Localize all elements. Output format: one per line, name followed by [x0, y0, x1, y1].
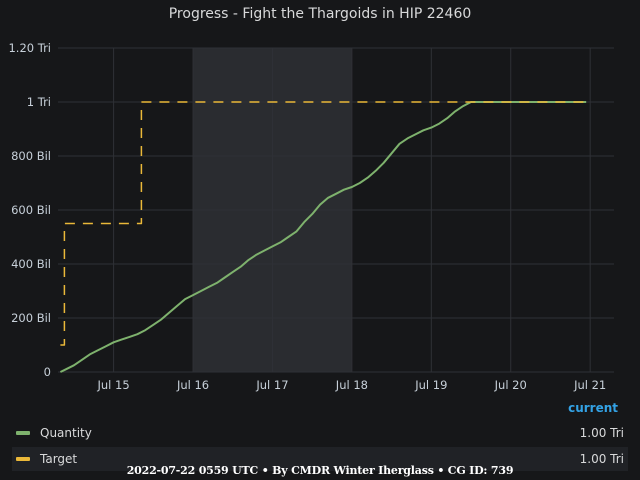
y-tick-label: 1.20 Tri [8, 41, 51, 55]
x-tick-label: Jul 21 [573, 378, 606, 392]
y-tick-label: 800 Bil [11, 149, 51, 163]
series-line-target [60, 101, 591, 346]
legend-swatch-quantity [16, 431, 30, 435]
series-line-quantity [59, 101, 587, 373]
y-tick-label: 400 Bil [11, 257, 51, 271]
chart-plot: 0 200 Bil 400 Bil 600 Bil 800 Bil 1 Tri 1.20 T… [8, 41, 614, 392]
y-tick-label: 200 Bil [11, 311, 51, 325]
y-tick-label: 600 Bil [11, 203, 51, 217]
legend-value-quantity: 1.00 Tri [579, 426, 624, 440]
legend-label-quantity: Quantity [40, 426, 92, 440]
x-tick-label: Jul 16 [176, 378, 209, 392]
chart-title: Progress - Fight the Thargoids in HIP 22… [168, 6, 472, 22]
legend-swatch-target [16, 457, 30, 461]
legend-label-target: Target [40, 452, 78, 466]
x-tick-label: Jul 19 [414, 378, 447, 392]
legend-item-target[interactable]: Target 1.00 Tri [12, 447, 628, 471]
x-tick-label: Jul 20 [494, 378, 527, 392]
footer-credit: 2022-07-22 0559 UTC • By CMDR Winter Ihe… [126, 464, 514, 477]
y-tick-label: 0 [44, 365, 51, 379]
x-tick-label: Jul 15 [97, 378, 130, 392]
legend-current-header[interactable]: current [568, 401, 618, 415]
x-tick-label: Jul 18 [335, 378, 368, 392]
legend-item-quantity[interactable]: Quantity 1.00 Tri [12, 421, 628, 445]
legend-value-target: 1.00 Tri [579, 452, 624, 466]
x-tick-label: Jul 17 [255, 378, 288, 392]
y-tick-label: 1 Tri [27, 95, 51, 109]
